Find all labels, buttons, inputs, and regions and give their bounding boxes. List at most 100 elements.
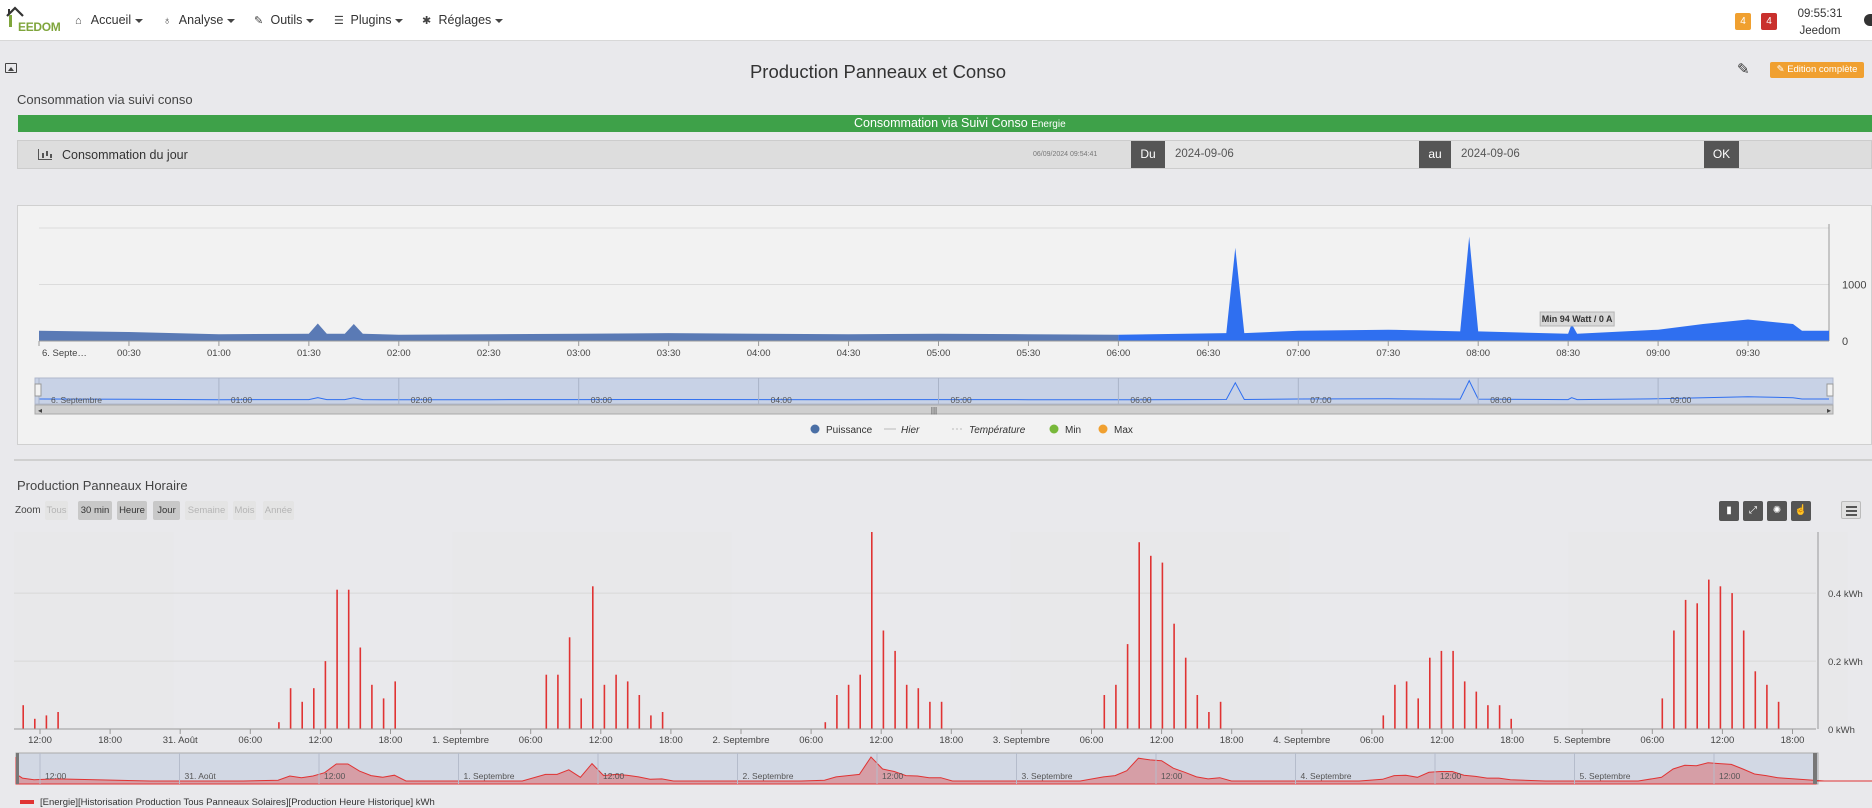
navigator-tick-label: 09:00: [1670, 395, 1692, 405]
zoom-week-button[interactable]: Semaine: [185, 501, 228, 520]
scrollbar-track: [34, 404, 1834, 415]
user-menu-icon[interactable]: [1864, 14, 1872, 26]
production-bar: [1673, 630, 1675, 729]
production-bar: [661, 712, 664, 729]
bar-chart-icon: [38, 149, 52, 160]
production-bar: [278, 722, 280, 729]
full-edit-button-label: Edition complète: [1787, 64, 1858, 75]
conso-banner-tag: Energie: [1031, 119, 1066, 130]
navigator-window: [15, 752, 1819, 785]
production-bar: [1161, 562, 1164, 729]
to-date-input[interactable]: 2024-09-06: [1451, 141, 1721, 168]
production-bar: [1394, 684, 1396, 729]
production-chart[interactable]: 0.4 kWh 0.2 kWh 0 kWh 12:00 18:00 31. Août 06:…: [14, 530, 1872, 808]
y-tick-label: 1000: [1842, 280, 1866, 292]
x-tick-label: 1. Septembre: [432, 735, 489, 746]
x-tick-label: 6. Septe…: [42, 348, 87, 359]
puissance-area-past: [39, 323, 1119, 341]
navigator-tick-label: 03:00: [591, 395, 613, 405]
production-bar: [1115, 684, 1117, 729]
production-bar: [1138, 542, 1140, 729]
x-tick-label: 06:00: [238, 735, 262, 746]
production-bar: [1208, 712, 1210, 729]
zoom-all-button[interactable]: Tous: [45, 501, 68, 520]
clock-time: 09:55:31: [1797, 8, 1843, 20]
navigator-tick-label: 08:00: [1490, 395, 1512, 405]
navigator-tick-label: 02:00: [411, 395, 433, 405]
production-bar: [894, 650, 896, 729]
navigator-handle-right: [1826, 383, 1834, 397]
settings-icon[interactable]: ✺: [1767, 501, 1787, 521]
x-tick-label: 01:00: [207, 348, 231, 359]
menu-reglages[interactable]: ✱ Réglages: [422, 13, 504, 27]
pointer-icon[interactable]: ☝: [1791, 501, 1811, 521]
production-bar: [394, 681, 396, 729]
production-bar: [557, 674, 559, 729]
chart-menu-icon[interactable]: [1841, 501, 1861, 519]
alert-badge[interactable]: 4: [1761, 13, 1777, 30]
menu-analyse[interactable]: ♁ Analyse: [163, 13, 236, 27]
menu-outils-label: Outils: [270, 13, 303, 27]
production-bar: [324, 661, 327, 729]
conso-chart-svg[interactable]: 1000 0 6. Septe… 00:30 01:00 01:30 02:00 02:30 0…: [18, 206, 1872, 446]
chevron-down-icon: [227, 18, 236, 23]
production-bar: [580, 698, 582, 729]
production-bar: [313, 688, 315, 729]
production-bar: [1126, 644, 1129, 729]
navigator-tick-label: 6. Septembre: [51, 395, 102, 405]
zoom-30min-button[interactable]: 30 min: [78, 501, 112, 520]
production-bar: [1731, 593, 1733, 729]
zoom-year-button[interactable]: Année: [263, 501, 294, 520]
legend-label: Puissance: [826, 425, 873, 436]
scroll-right-icon: ▸: [1827, 406, 1831, 415]
zoom-day-button[interactable]: Jour: [153, 501, 180, 520]
pencil-icon[interactable]: ✎: [1737, 61, 1750, 78]
navigator-tick-label: 12:00: [1161, 771, 1183, 781]
zoom-month-button[interactable]: Mois: [233, 501, 256, 520]
x-tick-label: 06:00: [1360, 735, 1384, 746]
menu-analyse-label: Analyse: [178, 13, 224, 27]
production-bar: [615, 674, 617, 729]
production-bar: [824, 722, 827, 729]
production-bar: [859, 674, 861, 729]
x-tick-label: 18:00: [659, 735, 683, 746]
production-bar: [1754, 671, 1757, 729]
from-date-input[interactable]: 2024-09-06: [1165, 141, 1435, 168]
production-section-title: Production Panneaux Horaire: [17, 478, 188, 493]
legend-label: [Energie][Historisation Production Tous …: [40, 797, 435, 808]
production-bar: [1766, 684, 1768, 729]
zoom-hour-button[interactable]: Heure: [117, 501, 147, 520]
production-bar: [1184, 657, 1187, 729]
production-bar: [45, 715, 48, 729]
production-bar: [1196, 695, 1199, 729]
x-tick-label: 4. Septembre: [1273, 735, 1330, 746]
chart-type-icon[interactable]: ▮: [1719, 501, 1739, 521]
production-bar: [57, 712, 59, 729]
full-edit-button[interactable]: ✎ Edition complète: [1770, 62, 1864, 78]
menu-outils[interactable]: ✎ Outils: [254, 13, 315, 27]
ok-button[interactable]: OK: [1704, 141, 1739, 168]
navigator-tick-label: 12:00: [324, 771, 346, 781]
production-bar: [289, 688, 292, 729]
jeedom-logo[interactable]: EEDOM: [2, 6, 62, 34]
production-chart-svg[interactable]: 0.4 kWh 0.2 kWh 0 kWh 12:00 18:00 31. Août 06:…: [14, 530, 1872, 808]
x-tick-label: 02:00: [387, 348, 411, 359]
y-tick-label: 0.2 kWh: [1828, 657, 1863, 668]
user-name: Jeedom: [1799, 25, 1841, 37]
image-icon[interactable]: [5, 63, 17, 73]
conso-day-label: Consommation du jour: [62, 148, 188, 162]
expand-icon[interactable]: ⤢: [1743, 501, 1763, 521]
production-bar: [1440, 650, 1443, 729]
navigator-tick-label: 1. Septembre: [464, 771, 515, 781]
navigator-tick-label: 31. Août: [185, 771, 217, 781]
production-bar: [382, 698, 385, 729]
x-tick-label: 07:30: [1376, 348, 1400, 359]
navigator-tick-label: 07:00: [1310, 395, 1332, 405]
zoom-label: Zoom: [15, 505, 41, 516]
y-tick-label: 0 kWh: [1828, 725, 1855, 736]
conso-chart[interactable]: 1000 0 6. Septe… 00:30 01:00 01:30 02:00 02:30 0…: [17, 205, 1872, 445]
menu-accueil[interactable]: ⌂ Accueil: [75, 13, 144, 27]
warning-badge[interactable]: 4: [1735, 13, 1751, 30]
menu-plugins[interactable]: ☰ Plugins: [334, 13, 404, 27]
production-bar: [1684, 599, 1687, 729]
